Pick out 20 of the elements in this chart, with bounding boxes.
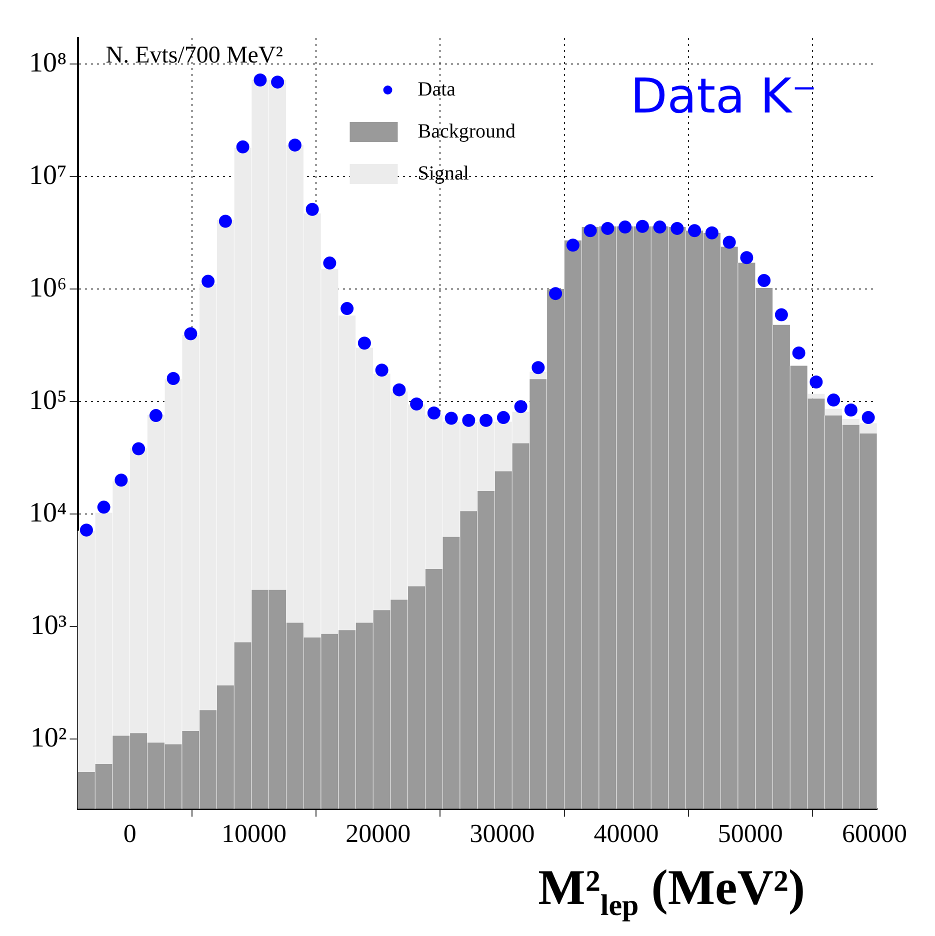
x-tick-label: 30000 xyxy=(470,819,535,848)
y-axis-title: N. Evts/700 MeV² xyxy=(106,42,283,68)
y-tick-label: 10⁴ xyxy=(28,497,67,528)
y-tick-label: 10⁵ xyxy=(28,384,67,416)
x-tick-label: 60000 xyxy=(842,819,908,848)
legend-label: Data xyxy=(418,78,456,100)
annotation: Data K⁻ xyxy=(630,68,817,124)
y-tick-label: 10⁷ xyxy=(28,160,67,191)
x-tick-label: 0 xyxy=(123,819,136,848)
legend-label: Background xyxy=(418,120,516,142)
x-tick-label: 50000 xyxy=(718,819,783,848)
y-tick-label: 10³ xyxy=(30,610,67,641)
y-tick-label: 10⁸ xyxy=(28,47,67,78)
x-tick-label: 40000 xyxy=(594,819,659,848)
x-axis-title: M²$_{lep}$ (MeV²) xyxy=(538,858,805,923)
x-tick-label: 20000 xyxy=(346,819,411,848)
legend-label: Signal xyxy=(418,162,470,184)
y-tick-label: 10² xyxy=(30,722,67,754)
x-tick-label: 10000 xyxy=(221,819,286,848)
y-tick-label: 10⁶ xyxy=(28,272,67,304)
